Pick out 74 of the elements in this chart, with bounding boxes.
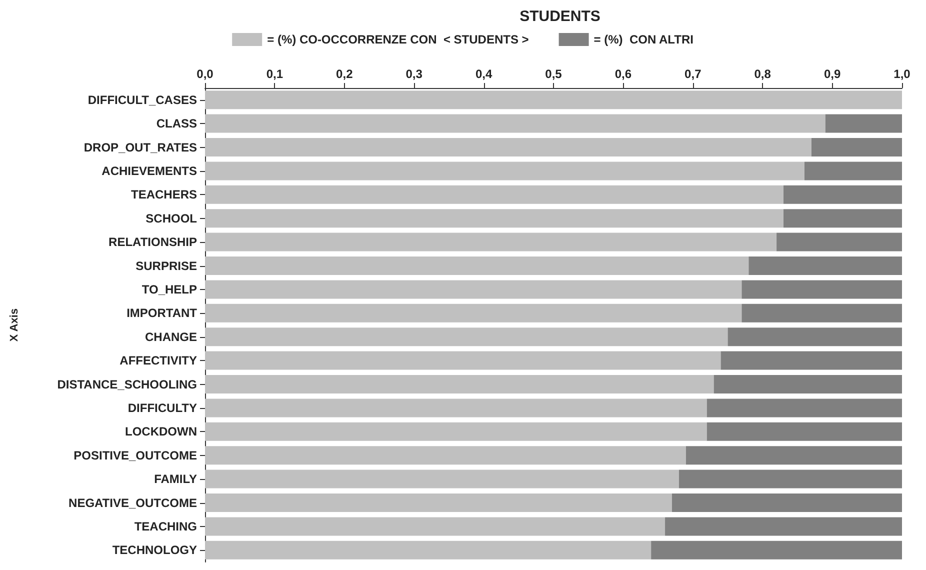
x-tick-label: 0,4 <box>475 67 492 81</box>
y-tick-label: AFFECTIVITY <box>120 354 197 368</box>
y-tick-label: IMPORTANT <box>126 306 198 320</box>
bar <box>205 90 902 110</box>
bar <box>205 517 666 536</box>
y-tick-label: DROP_OUT_RATES <box>84 140 197 154</box>
bar <box>205 280 742 299</box>
bar <box>205 540 652 560</box>
bar <box>205 185 784 204</box>
x-tick-label: 1,0 <box>894 67 911 81</box>
bar <box>205 138 812 156</box>
bar <box>205 256 749 275</box>
legend-label: = (%) CON ALTRI <box>594 32 694 46</box>
y-tick-label: TECHNOLOGY <box>112 543 197 558</box>
x-tick-label: 0,0 <box>196 67 214 81</box>
y-tick-label: TO_HELP <box>142 282 197 296</box>
y-tick-label: ACHIEVEMENTS <box>102 164 197 178</box>
chart-title: STUDENTS <box>520 8 600 25</box>
x-tick-label: 0,8 <box>754 67 772 81</box>
y-tick-label: TEACHERS <box>130 188 197 202</box>
bar <box>665 517 902 536</box>
bar <box>678 470 902 488</box>
bar <box>776 232 902 252</box>
y-tick-label: SURPRISE <box>136 258 197 273</box>
bar <box>748 256 902 275</box>
bar <box>784 209 902 228</box>
x-tick-label: 0,5 <box>545 67 562 81</box>
y-tick-label: CHANGE <box>144 330 197 344</box>
bar <box>205 470 679 488</box>
bar <box>720 351 902 370</box>
bar <box>205 114 826 133</box>
x-tick-label: 0,2 <box>336 67 354 81</box>
bar <box>205 351 721 370</box>
bar <box>714 375 902 394</box>
bar <box>672 494 902 512</box>
bar <box>811 138 902 156</box>
bar <box>706 398 902 418</box>
x-tick-label: 0,7 <box>684 67 702 81</box>
bar <box>205 446 686 465</box>
y-tick-label: RELATIONSHIP <box>108 235 197 250</box>
bar <box>825 114 902 133</box>
y-tick-label: SCHOOL <box>146 211 197 226</box>
bar <box>205 232 777 252</box>
bar <box>205 494 672 512</box>
y-tick-label: LOCKDOWN <box>125 424 197 439</box>
bar <box>205 398 707 418</box>
bar <box>205 375 714 394</box>
legend-label: = (%) CO-OCCORRENZE CON < STUDENTS > <box>267 32 529 46</box>
y-tick-label: NEGATIVE_OUTCOME <box>68 496 197 510</box>
bar <box>784 185 902 204</box>
bar <box>205 209 784 228</box>
y-tick-label: CLASS <box>156 116 197 131</box>
bar <box>651 540 902 560</box>
bar <box>742 280 902 299</box>
bar <box>205 422 707 441</box>
y-tick-label: DIFFICULT_CASES <box>88 92 197 107</box>
x-tick-label: 0,1 <box>266 67 284 81</box>
x-tick-label: 0,6 <box>614 67 632 81</box>
bar <box>686 446 902 465</box>
bar <box>205 328 728 346</box>
y-axis-title: X Axis <box>8 308 20 342</box>
x-tick-label: 0,9 <box>824 67 841 81</box>
y-tick-label: FAMILY <box>154 472 197 486</box>
x-tick-label: 0,3 <box>406 67 423 81</box>
bar <box>205 304 742 322</box>
bar <box>205 162 804 180</box>
bar <box>742 304 902 322</box>
y-tick-label: POSITIVE_OUTCOME <box>74 448 197 462</box>
bar <box>804 162 902 180</box>
bar <box>728 328 902 346</box>
y-tick-label: DISTANCE_SCHOOLING <box>57 377 197 392</box>
bar <box>706 422 902 441</box>
y-tick-label: TEACHING <box>134 519 197 534</box>
y-tick-label: DIFFICULTY <box>128 400 197 415</box>
